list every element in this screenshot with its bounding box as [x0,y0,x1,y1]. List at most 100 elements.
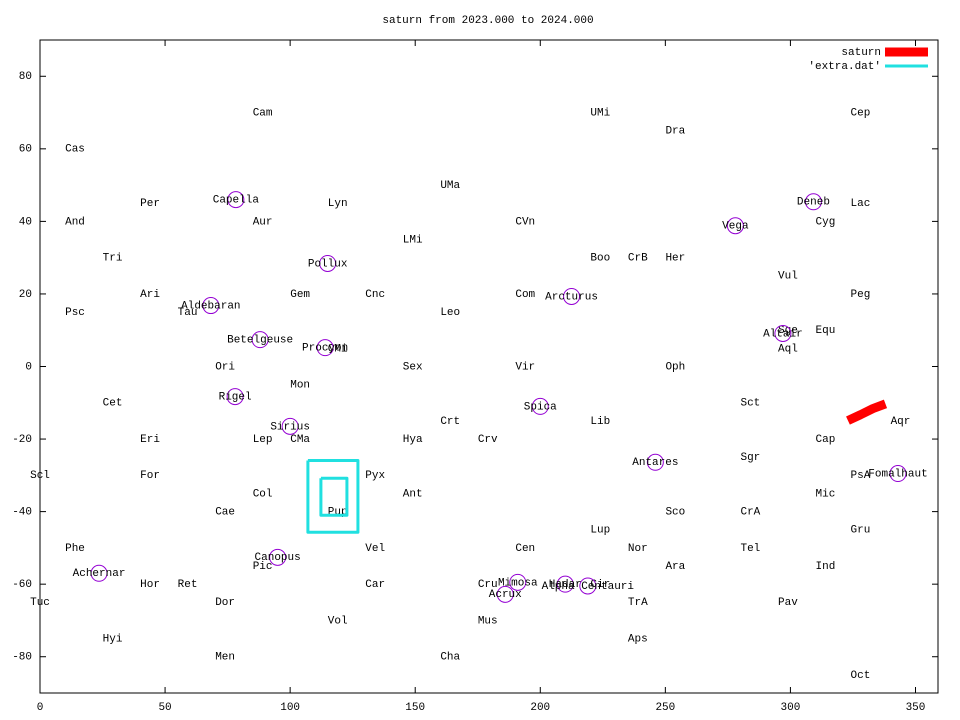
constellation-label: Ori [215,361,235,373]
legend-label: saturn [841,47,881,59]
constellation-label: Boo [590,253,610,265]
legend-label: 'extra.dat' [808,61,881,73]
constellation-label: Cas [65,144,85,156]
star-marker [90,564,108,582]
constellation-label: Cep [851,107,871,119]
star-marker [889,465,907,483]
star-marker [563,287,581,305]
star-marker [269,548,287,566]
star-label: Acrux [489,589,522,601]
x-tick-label: 200 [530,702,550,714]
constellation-label: Mus [478,615,498,627]
constellation-label: Crv [478,434,498,446]
y-tick-label: 60 [19,144,32,156]
constellation-label: Tel [740,543,760,555]
y-tick-label: -40 [12,507,32,519]
constellation-label: CrB [628,253,648,265]
constellation-label: Her [665,253,685,265]
x-tick-label: 350 [906,702,926,714]
star-label: Spica [524,401,557,413]
star-marker [496,585,514,603]
constellation-label: Lib [590,416,610,428]
constellation-label: Lep [253,434,273,446]
constellation-label: Gru [851,525,871,537]
constellation-label: TrA [628,597,648,609]
constellation-label: Cyg [816,216,836,228]
constellation-label: Tuc [30,597,50,609]
constellation-label: Equ [816,325,836,337]
constellation-label: Crt [440,416,460,428]
constellation-label: Cap [816,434,836,446]
x-tick-label: 0 [37,702,44,714]
constellation-label: Tau [178,307,198,319]
star-label: Sirius [270,421,310,433]
y-tick-label: 20 [19,289,32,301]
constellation-label: Cam [253,107,273,119]
constellation-label: Nor [628,543,648,555]
star-marker [251,331,269,349]
constellation-label: Col [253,488,273,500]
star-label: Canopus [255,552,301,564]
constellation-label: Car [365,579,385,591]
star-label: Capella [213,195,260,207]
x-tick-label: 150 [405,702,425,714]
constellation-label: Lac [851,198,871,210]
constellation-label: CrA [740,507,760,519]
star-marker [227,191,245,209]
y-tick-label: -80 [12,652,32,664]
star-marker [804,193,822,211]
star-label: Aldebaran [181,300,240,312]
constellation-label: Cae [215,507,235,519]
star-label: Achernar [73,568,126,580]
y-tick-label: 80 [19,71,32,83]
star-marker [579,577,597,595]
constellation-label: And [65,216,85,228]
constellation-label: Aql [778,343,798,355]
constellation-label: CVn [515,216,535,228]
constellation-label: Cnc [365,289,385,301]
star-label: Hadar [549,579,582,591]
star-label: Arcturus [545,291,598,303]
constellation-label: Gem [290,289,310,301]
star-marker [646,453,664,471]
star-label: Rigel [219,392,252,404]
constellation-label: Ara [665,561,685,573]
constellation-label: Men [215,652,235,664]
constellation-label: Pup [328,507,348,519]
star-label: Altair [763,328,803,340]
star-label: Antares [632,457,678,469]
constellation-label: Vel [365,543,385,555]
star-marker [281,417,299,435]
constellation-label: LMi [403,234,423,246]
constellation-label: Com [515,289,535,301]
constellation-label: Vir [515,361,535,373]
constellation-label: Hor [140,579,160,591]
star-label: Alpha Centauri [542,581,635,593]
constellation-label: Eri [140,434,160,446]
constellation-label: Lyn [328,198,348,210]
constellation-label: Sct [740,398,760,410]
y-tick-label: 0 [25,361,32,373]
constellation-label: Phe [65,543,85,555]
star-label: Vega [722,221,749,233]
x-tick-label: 250 [655,702,675,714]
constellation-label: Pyx [365,470,385,482]
constellation-label: Aps [628,633,648,645]
star-label: Pollux [308,258,348,270]
constellation-label: Hya [403,434,423,446]
constellation-label: UMa [440,180,460,192]
constellation-label: Ari [140,289,160,301]
constellation-label: Pic [253,561,273,573]
y-tick-label: -60 [12,579,32,591]
constellation-label: Aqr [891,416,911,428]
constellation-label: Lup [590,525,610,537]
constellation-label: Tri [103,253,123,265]
constellation-label: Peg [851,289,871,301]
star-label: Deneb [797,197,830,209]
series-line [846,399,888,425]
constellation-label: Vul [778,271,798,283]
constellation-label: Dra [665,126,685,138]
x-tick-label: 300 [781,702,801,714]
